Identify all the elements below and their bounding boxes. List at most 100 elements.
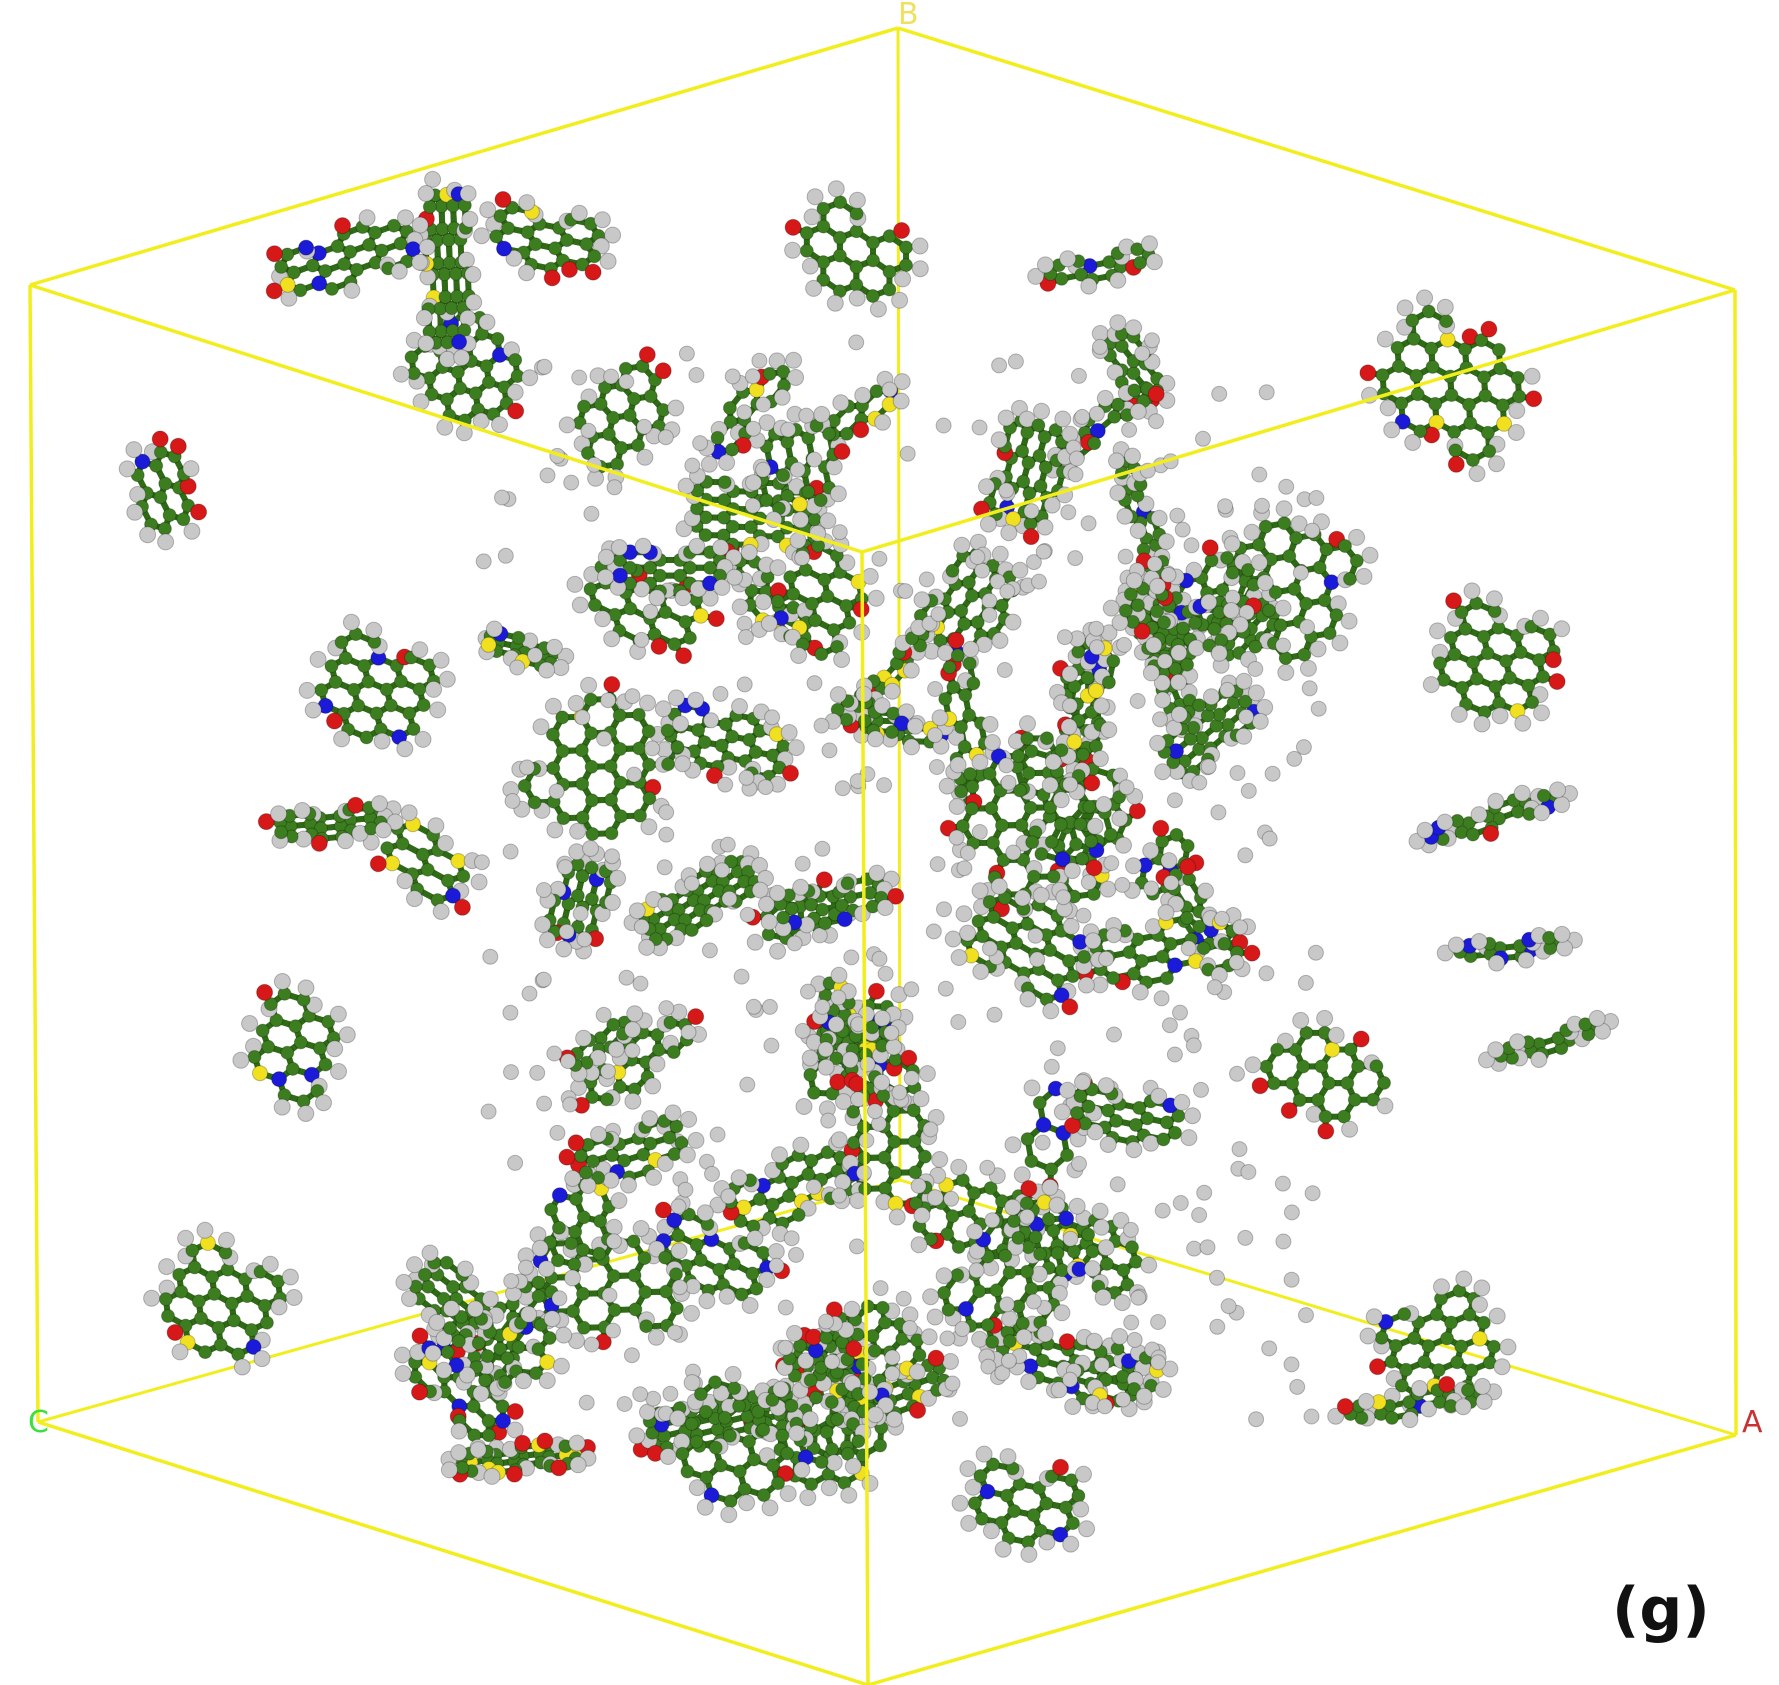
carbon-atom	[444, 301, 459, 316]
hydrogen-atom	[718, 1287, 736, 1305]
hydrogen-atom	[1106, 363, 1124, 381]
hydrogen-atom	[459, 185, 477, 203]
carbon-atom	[962, 1204, 976, 1219]
hydrogen-atom	[465, 293, 483, 311]
oxygen-atom	[867, 982, 885, 1000]
oxygen-atom	[650, 637, 668, 655]
hydrogen-atom	[874, 413, 892, 431]
oxygen-atom	[900, 1049, 918, 1067]
carbon-atom	[712, 1262, 727, 1277]
carbon-atom	[1032, 448, 1047, 463]
carbon-atom	[599, 1092, 614, 1107]
hydrogen-atom	[1036, 518, 1054, 536]
hydrogen-atom	[920, 1328, 938, 1346]
nitrogen-atom	[1167, 957, 1183, 974]
carbon-atom	[415, 847, 430, 862]
hydrogen-atom	[769, 942, 787, 960]
hydrogen-atom	[453, 349, 471, 367]
carbon-atom	[1031, 418, 1046, 433]
carbon-atom	[1155, 949, 1170, 964]
carbon-atom	[954, 603, 969, 618]
carbon-atom	[639, 1319, 654, 1334]
hydrogen-atom	[491, 416, 508, 434]
carbon-atom	[607, 1303, 622, 1317]
hydrogen-atom	[1099, 880, 1117, 898]
carbon-atom	[583, 582, 598, 597]
oxygen-atom	[829, 1073, 847, 1091]
carbon-atom	[1180, 838, 1195, 853]
hydrogen-atom	[1096, 389, 1114, 407]
hydrogen-atom	[394, 1365, 412, 1382]
carbon-atom	[912, 1348, 927, 1363]
oxygen-atom	[536, 1432, 554, 1450]
hydrogen-atom	[667, 399, 685, 417]
hydrogen-atom	[1157, 904, 1175, 922]
carbon-atom	[576, 1320, 591, 1335]
hydrogen-atom	[709, 1196, 727, 1214]
hydrogen-atom	[485, 620, 503, 638]
hydrogen-atom	[1154, 691, 1172, 709]
carbon-atom	[726, 1257, 741, 1271]
hydrogen-atom	[698, 1292, 716, 1310]
carbon-atom	[733, 1214, 748, 1229]
hydrogen-atom	[832, 394, 850, 412]
hydrogen-atom	[450, 1422, 468, 1440]
carbon-atom	[745, 1266, 760, 1281]
hydrogen-atom	[1158, 374, 1176, 392]
carbon-atom	[961, 575, 976, 590]
hydrogen-atom	[424, 170, 442, 188]
hydrogen-atom	[913, 591, 931, 609]
carbon-atom	[420, 862, 435, 877]
oxygen-atom	[909, 1401, 927, 1419]
hydrogen-atom	[392, 365, 410, 383]
carbon-atom	[481, 375, 496, 390]
hydrogen-atom	[393, 1346, 411, 1364]
cell-edge	[896, 27, 902, 1181]
hydrogen-atom	[991, 632, 1009, 649]
hydrogen-atom	[795, 1098, 813, 1115]
carbon-atom	[1035, 1353, 1050, 1368]
carbon-atom	[1127, 383, 1142, 398]
hydrogen-atom	[910, 1236, 928, 1254]
carbon-atom	[404, 350, 419, 365]
hydrogen-atom	[801, 1049, 819, 1067]
carbon-atom	[658, 605, 673, 620]
hydrogen-atom	[438, 350, 456, 368]
oxygen-atom	[550, 1459, 568, 1477]
carbon-atom	[1022, 486, 1037, 501]
carbon-atom	[638, 1285, 653, 1300]
hydrogen-atom	[644, 1077, 662, 1095]
carbon-atom	[666, 1045, 681, 1060]
hydrogen-atom	[885, 1410, 903, 1428]
carbon-atom	[1020, 1132, 1035, 1147]
carbon-atom	[964, 588, 979, 603]
hydrogen-atom	[400, 804, 418, 822]
carbon-atom	[580, 446, 595, 461]
carbon-atom	[945, 1209, 960, 1224]
hydrogen-atom	[1004, 613, 1022, 631]
carbon-atom	[671, 1228, 686, 1243]
carbon-atom	[1044, 1162, 1059, 1177]
hydrogen-atom	[538, 661, 556, 679]
carbon-atom	[456, 869, 471, 884]
hydrogen-atom	[908, 1363, 926, 1381]
carbon-atom	[576, 1286, 590, 1301]
carbon-atom	[623, 601, 638, 616]
carbon-atom	[614, 440, 629, 455]
hydrogen-atom	[545, 638, 563, 656]
carbon-atom	[967, 1186, 982, 1201]
oxygen-atom	[638, 346, 656, 364]
oxygen-atom	[506, 1403, 524, 1420]
hydrogen-atom	[569, 1456, 587, 1474]
oxygen-atom	[453, 898, 471, 916]
hydrogen-atom	[885, 1038, 903, 1056]
carbon-atom	[873, 1438, 888, 1453]
hydrogen-atom	[1023, 1079, 1041, 1097]
carbon-atom	[481, 1428, 496, 1443]
hydrogen-atom	[903, 738, 920, 756]
carbon-atom	[875, 1300, 890, 1315]
hydrogen-atom	[1004, 1136, 1022, 1154]
hydrogen-atom	[483, 1467, 501, 1485]
carbon-atom	[1024, 1154, 1039, 1169]
